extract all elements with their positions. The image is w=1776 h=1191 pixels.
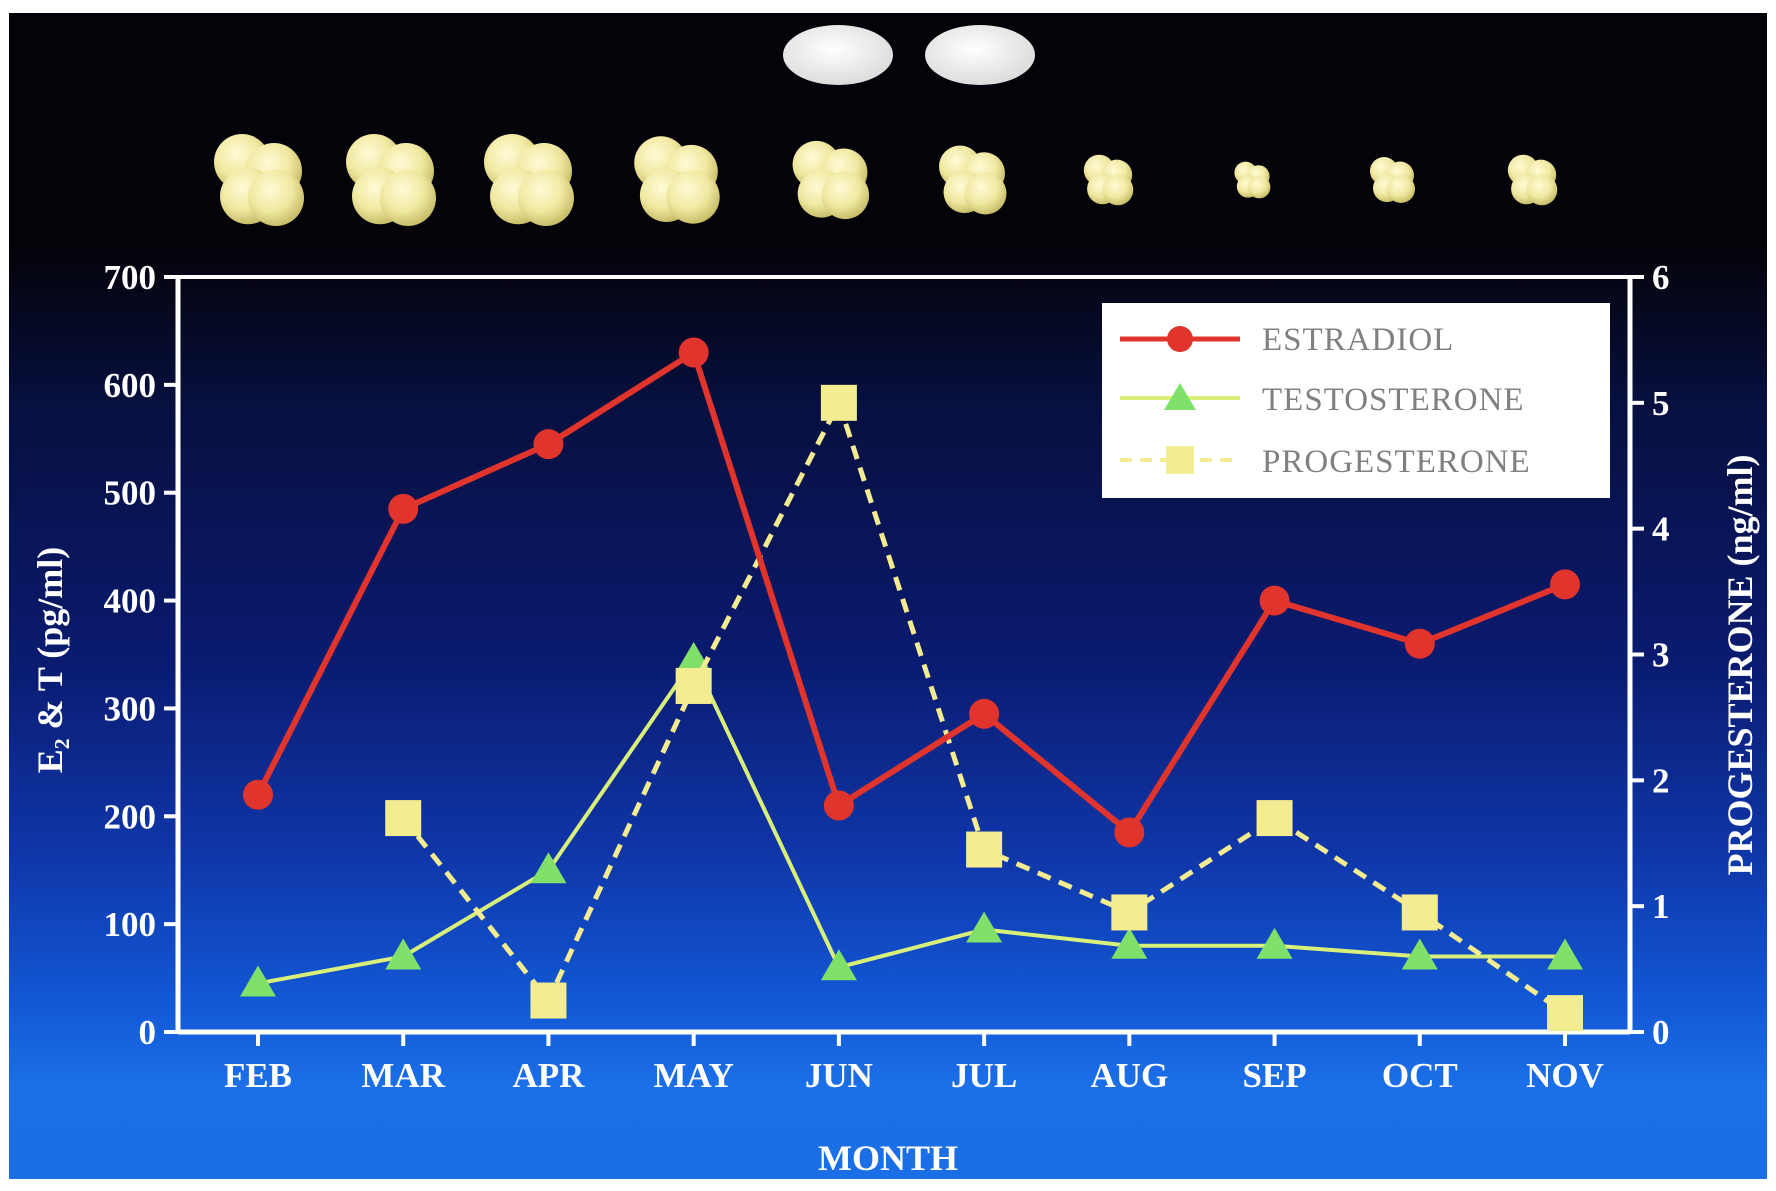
right-tick-label: 1 [1652, 887, 1670, 926]
ovary-follicle [1248, 176, 1271, 199]
ovary-cluster [1507, 154, 1558, 206]
x-tick-label: JUN [805, 1056, 873, 1095]
legend-label-testosterone: TESTOSTERONE [1262, 382, 1525, 418]
ovary-follicle [666, 170, 720, 224]
data-point-progesterone [1256, 800, 1293, 837]
data-point-testosterone [1256, 927, 1293, 959]
data-point-estradiol [1114, 817, 1145, 848]
data-point-testosterone [385, 938, 422, 970]
left-tick-label: 200 [104, 797, 157, 836]
data-point-estradiol [969, 698, 1000, 729]
ovary-cluster [1370, 157, 1415, 203]
legend-marker-progesterone [1166, 446, 1194, 474]
left-y-axis-title: E₂ & T (pg/ml) [30, 547, 70, 774]
left-tick-label: 600 [104, 366, 157, 405]
right-tick-label: 5 [1652, 384, 1670, 423]
x-tick-label: FEB [224, 1056, 292, 1095]
x-tick-label: MAR [361, 1056, 445, 1095]
data-point-progesterone [820, 384, 857, 421]
x-tick-label: SEP [1242, 1056, 1306, 1095]
data-point-estradiol [243, 779, 273, 810]
data-point-progesterone [966, 831, 1003, 868]
data-point-testosterone [1401, 938, 1438, 970]
data-point-progesterone [385, 800, 422, 837]
ovary-follicle [248, 170, 304, 226]
data-point-progesterone [530, 982, 567, 1019]
right-tick-label: 3 [1652, 636, 1670, 675]
ovary-follicle [1387, 175, 1415, 203]
data-point-testosterone [966, 911, 1003, 943]
data-point-progesterone [675, 667, 712, 704]
legend-label-estradiol: ESTRADIOL [1262, 322, 1454, 358]
data-point-testosterone [530, 852, 567, 884]
data-point-testosterone [820, 949, 857, 981]
ovary-cluster [634, 136, 720, 224]
series-line-testosterone [257, 657, 1565, 986]
data-point-progesterone [1547, 995, 1583, 1032]
ovary-follicle [1526, 174, 1558, 206]
ticks: 0 100 200 300 400 500 600 700 0 1 2 3 4 5 6 FEB MAR APR MA… [104, 258, 1670, 1095]
x-axis-title: MONTH [818, 1138, 958, 1178]
data-point-estradiol [823, 790, 854, 821]
left-tick-label: 300 [104, 689, 157, 728]
ovary-follicle [518, 170, 574, 226]
ovary-cluster [792, 140, 870, 220]
ovary-cluster [484, 134, 574, 226]
left-tick-label: 400 [104, 582, 157, 621]
data-point-estradiol [1550, 569, 1580, 600]
ovary-follicle [964, 172, 1007, 215]
right-tick-label: 0 [1652, 1013, 1670, 1052]
x-tick-label: AUG [1090, 1056, 1168, 1095]
data-point-estradiol [533, 429, 564, 460]
left-tick-label: 100 [104, 905, 157, 944]
ovary-cluster [939, 145, 1007, 215]
x-tick-label: MAY [653, 1056, 733, 1095]
legend-label-progesterone: PROGESTERONE [1262, 444, 1531, 480]
data-point-estradiol [1259, 585, 1290, 616]
x-tick-label: JUL [951, 1056, 1017, 1095]
legend-marker-testosterone [1164, 383, 1196, 410]
legend: ESTRADIOL TESTOSTERONE PROGESTERONE [1102, 303, 1610, 498]
data-point-estradiol [1404, 628, 1435, 659]
right-tick-label: 4 [1652, 510, 1670, 549]
left-tick-label: 500 [104, 474, 157, 513]
data-point-testosterone [240, 965, 276, 997]
data-point-estradiol [678, 337, 709, 368]
left-tick-label: 700 [104, 258, 157, 297]
data-point-progesterone [1111, 894, 1148, 931]
ovary-cluster [1234, 161, 1271, 199]
eggs-photographs [783, 25, 1035, 85]
x-tick-label: APR [512, 1056, 585, 1095]
ovary-cluster [214, 134, 304, 226]
data-point-testosterone [1111, 927, 1148, 959]
series-line-estradiol [255, 349, 1567, 836]
left-tick-label: 0 [139, 1013, 157, 1052]
ovary-follicle [1102, 174, 1134, 206]
ovary-photographs [214, 134, 1558, 226]
ovary-cluster [346, 134, 436, 226]
ovary-follicle [380, 170, 436, 226]
ovary-cluster [1083, 154, 1134, 206]
right-y-axis-title: PROGESTERONE (ng/ml) [1720, 454, 1760, 875]
ovary-follicle [821, 171, 870, 220]
x-tick-label: OCT [1382, 1056, 1458, 1095]
data-point-estradiol [388, 493, 419, 524]
series-layer [240, 337, 1583, 1032]
data-point-testosterone [1547, 938, 1583, 970]
right-tick-label: 6 [1652, 258, 1670, 297]
right-tick-label: 2 [1652, 761, 1670, 800]
data-point-progesterone [1401, 894, 1438, 931]
x-tick-label: NOV [1526, 1056, 1604, 1095]
legend-marker-estradiol [1167, 326, 1193, 352]
